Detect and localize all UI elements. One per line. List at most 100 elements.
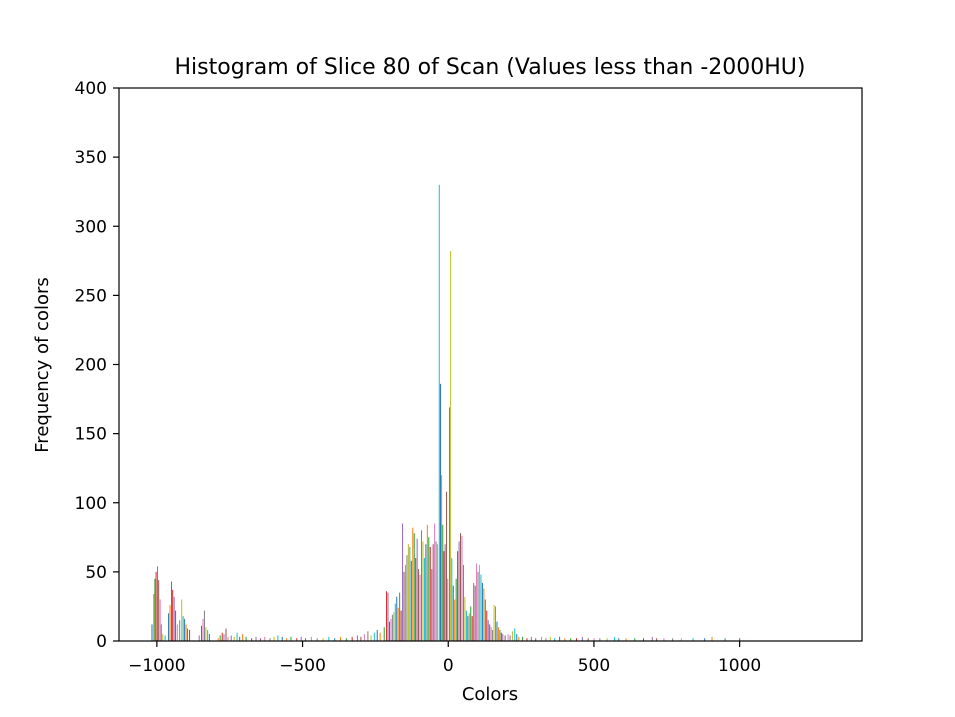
histogram-bar [511, 631, 513, 641]
histogram-bar [217, 638, 219, 641]
histogram-bar [458, 541, 460, 641]
histogram-bar [328, 636, 330, 641]
histogram-bar [310, 636, 312, 641]
histogram-bar [431, 569, 433, 641]
y-tick-label: 250 [75, 286, 107, 306]
histogram-bar [435, 541, 437, 641]
x-tick-label: 1000 [718, 656, 761, 676]
histogram-bars [151, 184, 741, 642]
y-tick-label: 0 [96, 632, 107, 652]
histogram-bar [490, 627, 492, 641]
histogram-bar [484, 599, 486, 641]
histogram-bar [223, 634, 225, 641]
histogram-bar [496, 621, 498, 641]
histogram-bar [457, 551, 459, 641]
histogram-bar [576, 638, 578, 641]
histogram-bar [404, 564, 406, 641]
histogram-bar [201, 625, 203, 641]
histogram-bar [452, 585, 454, 641]
y-tick-label: 100 [75, 494, 107, 514]
histogram-bar [242, 634, 244, 641]
histogram-bar [413, 533, 415, 641]
histogram-bar [407, 544, 409, 641]
histogram-bar [397, 607, 399, 641]
histogram-bar [432, 544, 434, 641]
histogram-bar [593, 638, 595, 641]
histogram-bar [522, 636, 524, 641]
histogram-bar [360, 636, 362, 641]
histogram-bar [441, 475, 443, 641]
histogram-bar [169, 605, 171, 641]
histogram-bar [416, 538, 418, 641]
histogram-bar [672, 638, 674, 641]
histogram-bar [429, 546, 431, 641]
histogram-bar [692, 638, 694, 641]
histogram-bar [264, 636, 266, 641]
histogram-bar [155, 571, 157, 642]
histogram-bar [439, 383, 441, 641]
histogram-bar [438, 184, 440, 641]
histogram-bar [486, 610, 488, 641]
histogram-bar [400, 610, 402, 641]
histogram-bar [704, 638, 706, 641]
histogram-bar [351, 636, 353, 641]
histogram-bar [198, 635, 200, 641]
histogram-bar [476, 563, 478, 641]
histogram-bar [316, 638, 318, 641]
histogram-bar [391, 614, 393, 641]
histogram-bar [502, 634, 504, 641]
histogram-bar [176, 624, 178, 641]
histogram-bar [406, 555, 408, 641]
histogram-bar [446, 491, 448, 641]
histogram-bar [465, 610, 467, 641]
histogram-bar [189, 629, 191, 641]
histogram-bar [233, 636, 235, 641]
histogram-bar [269, 638, 271, 641]
histogram-bar [356, 635, 358, 641]
x-tick-label: 500 [578, 656, 610, 676]
histogram-bar [172, 589, 174, 641]
y-axis-label: Frequency of colors [32, 277, 53, 452]
histogram-bar [208, 634, 210, 641]
histogram-bar [175, 610, 177, 641]
histogram-bar [492, 629, 494, 641]
histogram-bar [419, 574, 421, 641]
histogram-bar [493, 605, 495, 641]
histogram-bar [322, 638, 324, 641]
histogram-bar [504, 635, 506, 641]
histogram-bar [160, 624, 162, 641]
histogram-bar [345, 638, 347, 641]
histogram-bar [236, 632, 238, 641]
histogram-bar [606, 638, 608, 641]
y-tick-label: 150 [75, 425, 107, 445]
histogram-bar [418, 569, 420, 641]
histogram-bar [651, 636, 653, 641]
histogram-bar [711, 636, 713, 641]
histogram-bar [403, 571, 405, 642]
histogram-bar [185, 624, 187, 641]
histogram-bar [290, 636, 292, 641]
x-axis-label: Colors [462, 684, 518, 705]
y-tick-label: 200 [75, 356, 107, 376]
x-tick-label: −500 [279, 656, 326, 676]
histogram-bar [370, 635, 372, 641]
histogram-bar [478, 564, 480, 641]
histogram-bar [300, 636, 302, 641]
histogram-bar [581, 636, 583, 641]
histogram-bar [396, 596, 398, 641]
histogram-bar [442, 524, 444, 641]
histogram-bar [376, 629, 378, 641]
histogram-bar [530, 636, 532, 641]
histogram-bar [173, 596, 175, 641]
histogram-bar [480, 574, 482, 641]
histogram-bar [423, 558, 425, 641]
histogram-bar [461, 535, 463, 641]
histogram-bar [388, 621, 390, 641]
histogram-bar [467, 616, 469, 641]
histogram-bar [422, 541, 424, 641]
histogram-bar [514, 628, 516, 641]
histogram-bar [443, 551, 445, 641]
histogram-bar [158, 580, 160, 641]
histogram-bar [219, 635, 221, 641]
